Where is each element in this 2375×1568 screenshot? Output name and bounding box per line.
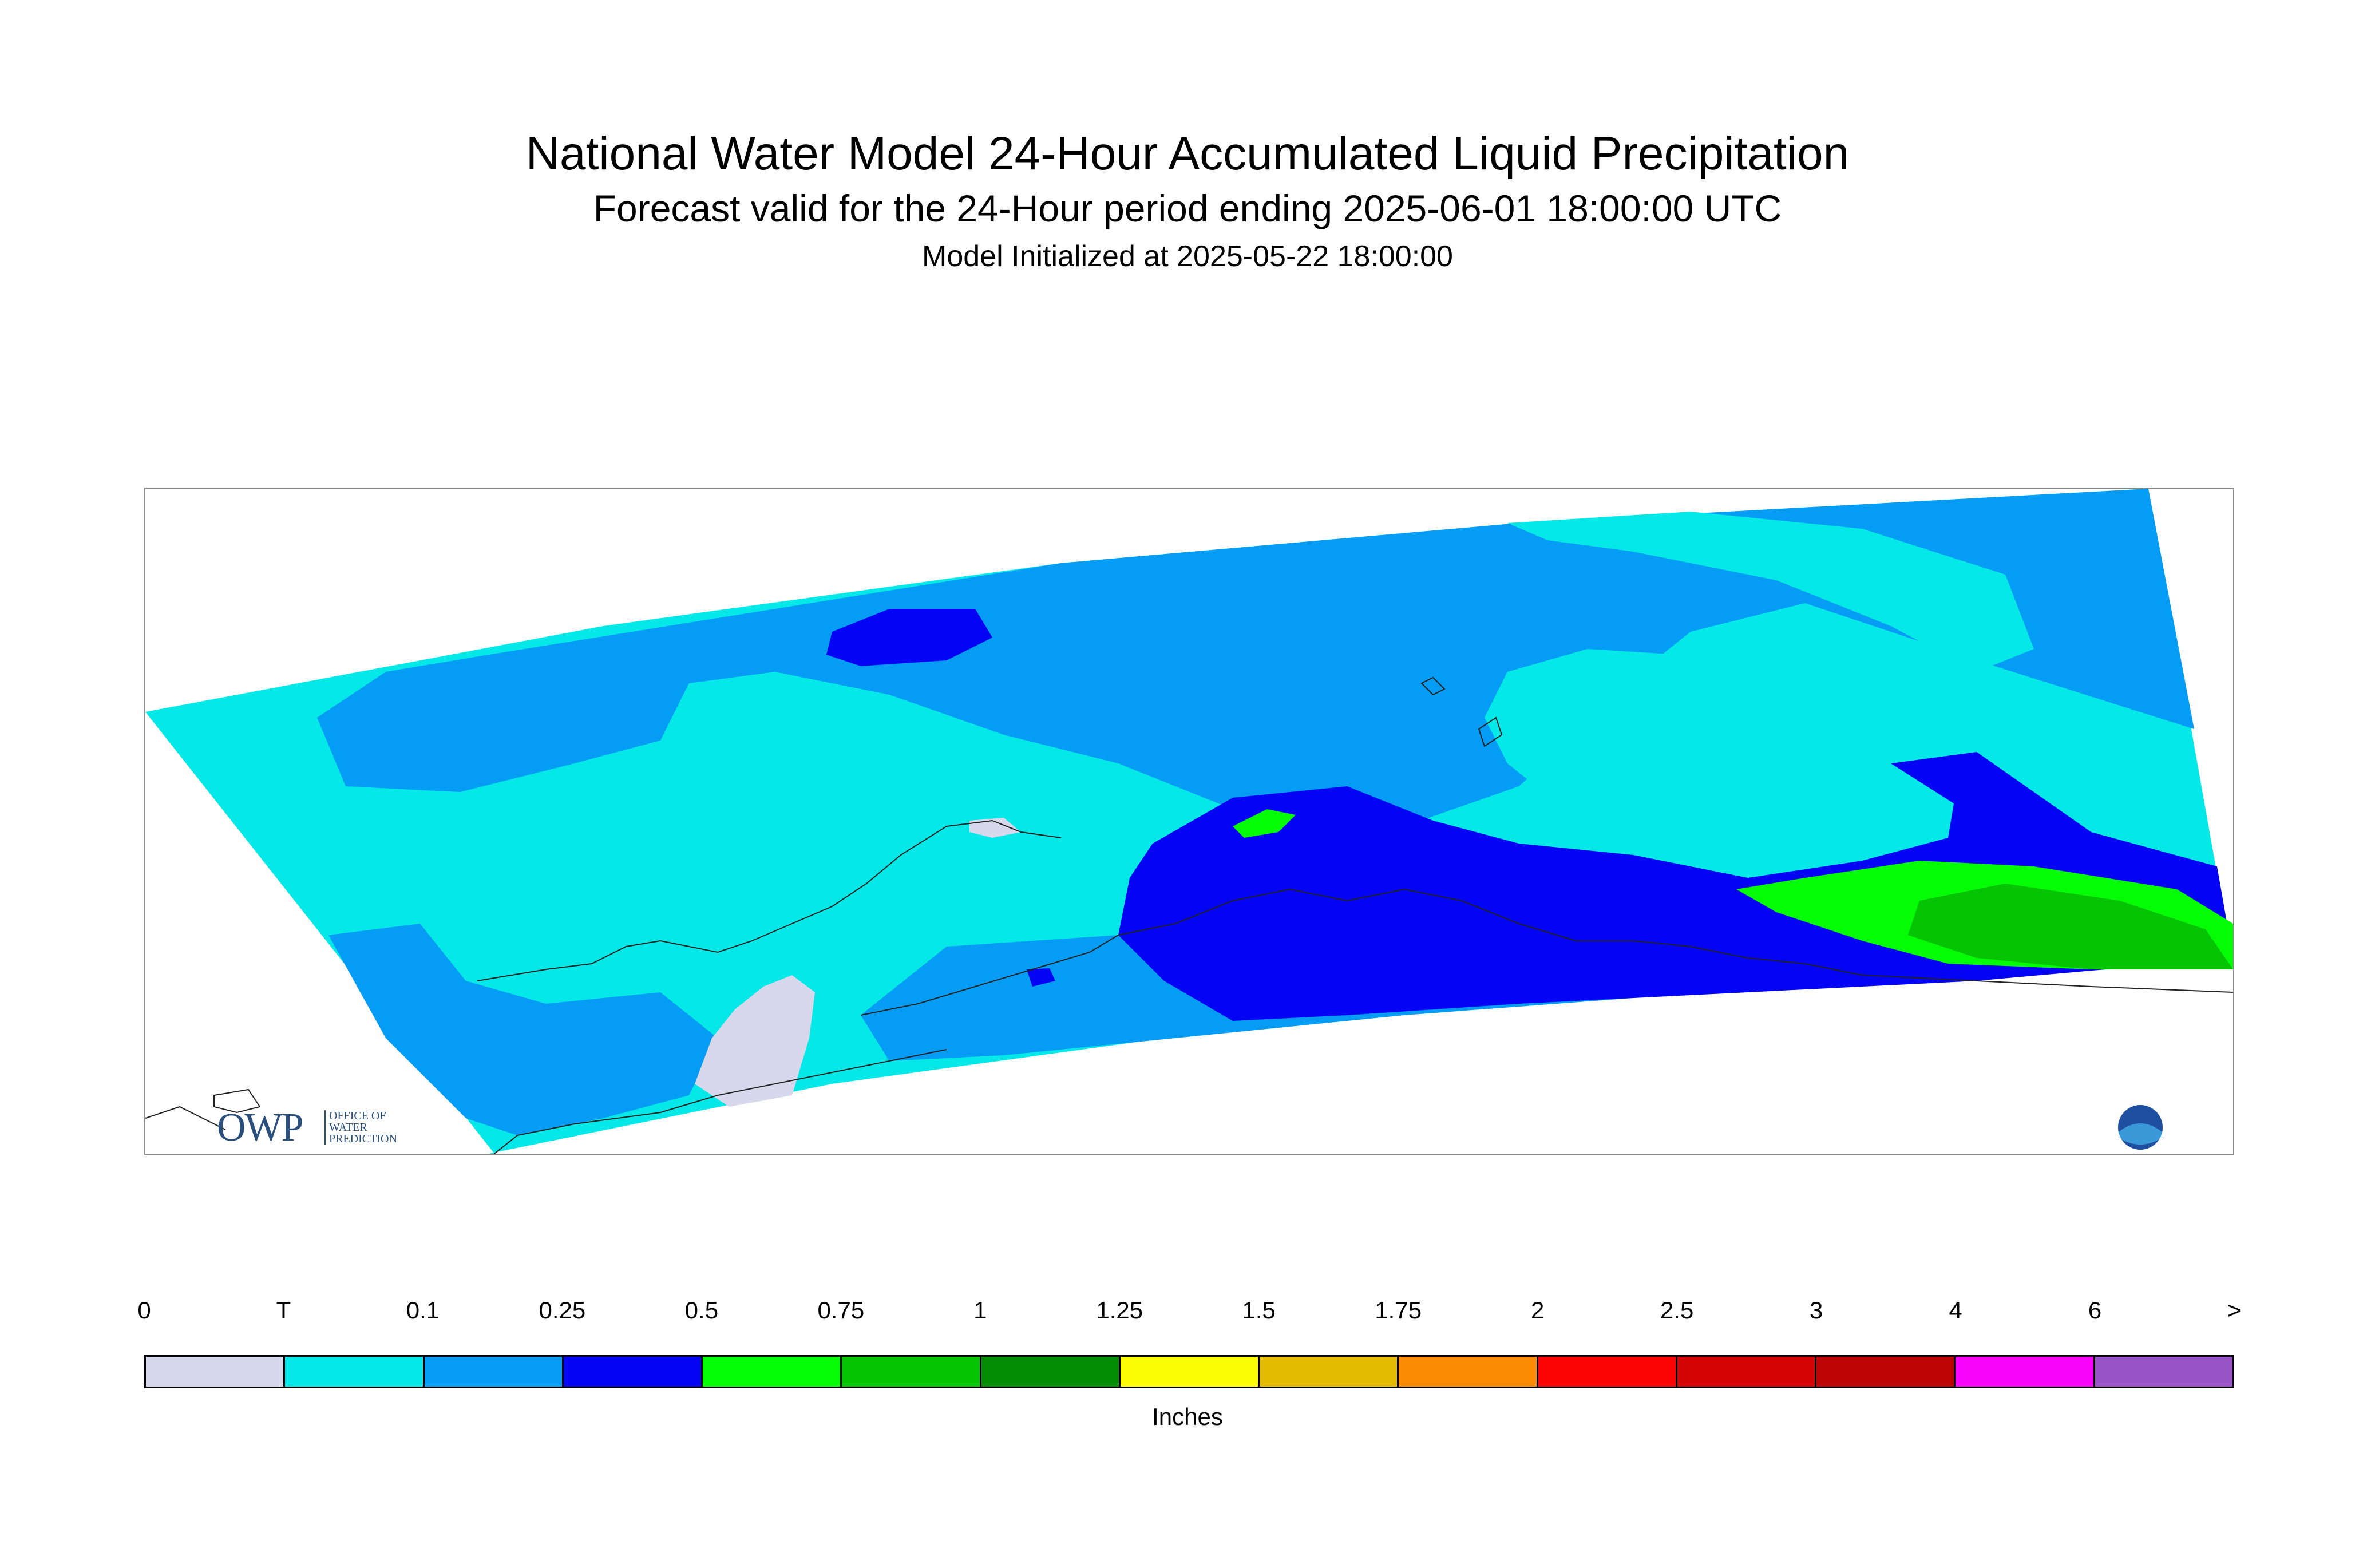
legend-tick-label: 2.5 — [1660, 1297, 1694, 1324]
legend-color-box — [1120, 1357, 1260, 1387]
precip-T-pocket — [660, 729, 763, 786]
legend-color-box — [2095, 1357, 2232, 1387]
precip-0.1-region-north — [317, 489, 2194, 844]
legend-tick-label: 6 — [2088, 1297, 2102, 1324]
owp-logo-subtext: OFFICE OF WATER PREDICTION — [324, 1110, 423, 1145]
page-subtitle: Forecast valid for the 24-Hour period en… — [593, 187, 1782, 229]
noaa-logo — [2117, 1104, 2164, 1151]
precip-0.5-region — [1233, 809, 1296, 838]
legend-tick-label: 0.5 — [684, 1297, 719, 1324]
precip-0.25-region-small — [1027, 968, 1055, 987]
precip-zero-region-small — [969, 818, 1021, 838]
legend-color-box — [1260, 1357, 1399, 1387]
map-canvas — [145, 489, 2233, 1154]
legend-tick-label: 0.25 — [539, 1297, 586, 1324]
legend-color-box — [1399, 1357, 1538, 1387]
model-init-time: Model Initialized at 2025-05-22 18:00:00 — [922, 240, 1453, 273]
legend-tick-label: 4 — [1949, 1297, 1962, 1324]
legend-units: Inches — [1152, 1403, 1223, 1430]
legend-color-box — [146, 1357, 286, 1387]
legend-color-box — [981, 1357, 1121, 1387]
precip-T-pocket — [1485, 649, 1759, 821]
legend-tick-label: 0.75 — [817, 1297, 865, 1324]
legend-colorbar — [144, 1355, 2234, 1388]
legend-tick-label: 1.5 — [1242, 1297, 1276, 1324]
legend-color-box — [1538, 1357, 1677, 1387]
legend-color-box — [842, 1357, 981, 1387]
coastline — [145, 676, 2233, 1154]
legend-tick-label: 2 — [1530, 1297, 1545, 1324]
precip-zero-region — [695, 975, 815, 1107]
legend-color-box — [1816, 1357, 1956, 1387]
precip-0.75-region-east — [1908, 884, 2233, 969]
legend-tick-label: 0 — [137, 1297, 151, 1324]
precip-0.1-region-west — [328, 924, 718, 1135]
legend-tick-label: 3 — [1809, 1297, 1823, 1324]
legend-tick-label: > — [2227, 1297, 2242, 1324]
legend-color-box — [703, 1357, 842, 1387]
legend-color-box — [424, 1357, 564, 1387]
legend-tick-label: 1.75 — [1375, 1297, 1422, 1324]
legend-tick-label: 1.25 — [1096, 1297, 1143, 1324]
legend-tick-label: 1 — [973, 1297, 987, 1324]
legend-tick-label: T — [276, 1297, 291, 1324]
owp-logo-text: OWP — [217, 1106, 304, 1150]
precip-0.25-region-north — [826, 609, 992, 666]
page-title: National Water Model 24-Hour Accumulated… — [525, 128, 1850, 180]
legend-tick-label: 0.1 — [406, 1297, 440, 1324]
owp-logo: OWP OFFICE OF WATER PREDICTION — [217, 1107, 423, 1149]
legend-color-box — [285, 1357, 425, 1387]
legend-color-box — [1677, 1357, 1817, 1387]
legend-color-box — [1956, 1357, 2095, 1387]
precip-T-pocket — [1507, 512, 2034, 672]
precipitation-map: OWP OFFICE OF WATER PREDICTION — [144, 488, 2234, 1155]
legend-color-box — [563, 1357, 703, 1387]
